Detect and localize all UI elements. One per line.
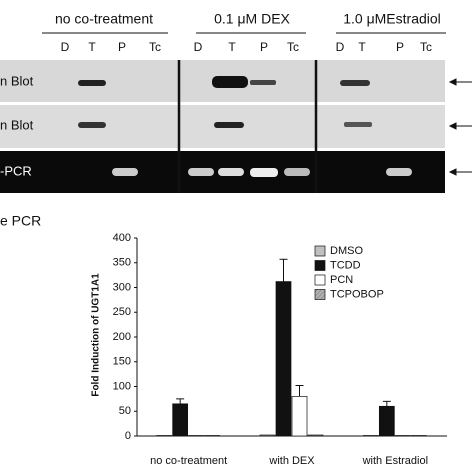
lane-label: D (336, 40, 345, 54)
x-tick-label: with Estradiol (362, 455, 428, 467)
lane-label: T (358, 40, 366, 54)
lane-label: T (228, 40, 236, 54)
blot-panels (0, 60, 445, 193)
bar (259, 434, 276, 437)
lane-label: Tc (149, 40, 161, 54)
legend-label: TCDD (330, 259, 361, 271)
band (250, 80, 276, 85)
bar (291, 396, 308, 437)
y-tick-label: 0 (125, 430, 131, 442)
legend-swatch (314, 274, 326, 286)
bar (307, 434, 324, 437)
arrows (448, 78, 472, 176)
legend-swatch (314, 260, 326, 271)
lane-label: T (88, 40, 96, 54)
y-tick-label: 400 (113, 232, 131, 244)
band (214, 122, 244, 128)
bar (410, 435, 427, 437)
lane-label: P (118, 40, 126, 54)
bar (172, 403, 189, 437)
band (218, 168, 244, 176)
panel-header: 1.0 μMEstradiol (343, 11, 441, 27)
panel-header: no co-treatment (55, 11, 153, 27)
bar (156, 435, 173, 437)
lane-label: Tc (287, 40, 299, 54)
lane-labels: D T P Tc D T P Tc D T P Tc (61, 40, 432, 54)
lane-label: D (61, 40, 70, 54)
row-label: n Blot (0, 117, 34, 132)
y-tick-label: 50 (119, 405, 131, 417)
legend-label: DMSO (330, 245, 363, 257)
legend-swatch (314, 245, 326, 257)
lane-label: P (260, 40, 268, 54)
bar-chart: 0 50 100 150 200 250 300 350 400 no co-treatment w… (113, 232, 447, 467)
section-label: e PCR (0, 213, 41, 229)
bar (378, 405, 395, 437)
y-tick-label: 350 (113, 257, 131, 269)
lane-label: P (396, 40, 404, 54)
band (78, 122, 106, 128)
band (284, 168, 310, 176)
bar (275, 281, 292, 437)
lane-label: Tc (420, 40, 432, 54)
band (188, 168, 214, 176)
bar (394, 435, 411, 437)
bar (188, 435, 205, 437)
band (78, 80, 106, 86)
panel-header: 0.1 μM DEX (214, 11, 290, 27)
row-label: n Blot (0, 73, 34, 88)
band (250, 168, 278, 177)
y-tick-label: 250 (113, 306, 131, 318)
y-tick-label: 100 (113, 380, 131, 392)
y-tick-label: 200 (113, 331, 131, 343)
legend-label: PCN (330, 274, 353, 286)
band (386, 168, 412, 176)
legend-label: TCPOBOP (330, 288, 384, 300)
band (112, 168, 138, 176)
bar (204, 435, 221, 437)
y-tick-label: 150 (113, 356, 131, 368)
lane-label: D (194, 40, 203, 54)
band (344, 122, 372, 127)
y-tick-label: 300 (113, 281, 131, 293)
row-label: -PCR (0, 163, 32, 178)
bar (362, 435, 379, 437)
legend-swatch (314, 289, 326, 300)
x-tick-label: no co-treatment (150, 455, 227, 467)
x-tick-label: with DEX (268, 455, 315, 467)
band (340, 80, 370, 86)
y-axis-label: Fold Induction of UGT1A1 (91, 273, 102, 397)
band (212, 76, 248, 88)
